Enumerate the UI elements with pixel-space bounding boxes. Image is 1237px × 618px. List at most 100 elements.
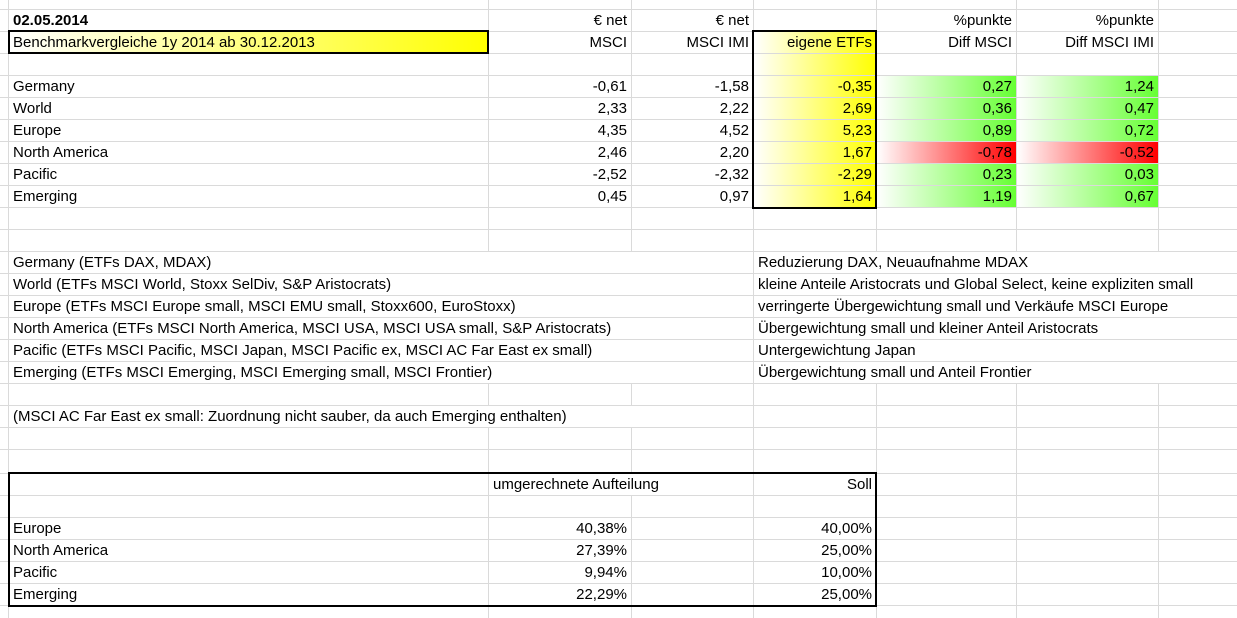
gridline [0,339,1237,340]
region-label[interactable]: North America [13,144,109,161]
diff-msci-value[interactable]: 1,19 [877,186,1016,207]
allocation-region[interactable]: Europe [13,520,62,537]
gridline [0,583,1237,584]
diff-msci-value[interactable]: 0,36 [877,98,1016,119]
gridline [0,207,1237,208]
allocation-target[interactable]: 10,00% [821,564,872,581]
etf-value[interactable]: 5,23 [754,120,876,141]
description-label[interactable]: Europe (ETFs MSCI Europe small, MSCI EMU… [9,296,752,317]
msci-imi-value[interactable]: -2,32 [714,166,749,183]
gridline [0,405,1237,406]
description-label[interactable]: Pacific (ETFs MSCI Pacific, MSCI Japan, … [9,340,752,361]
msci-value[interactable]: 2,33 [597,100,627,117]
msci-value[interactable]: -0,61 [592,78,627,95]
allocation-target[interactable]: 25,00% [821,542,872,559]
gridline [0,141,1237,142]
header-umgerechnete-aufteilung[interactable]: umgerechnete Aufteilung [489,474,749,495]
gridline [0,517,1237,518]
diff-msci-imi-value[interactable]: 0,03 [1017,164,1158,185]
msci-value[interactable]: 4,35 [597,122,627,139]
allocation-actual[interactable]: 40,38% [576,520,627,537]
header-diff-msci[interactable]: Diff MSCI [948,34,1012,51]
gridline [0,163,1237,164]
etf-value[interactable]: 1,64 [754,186,876,207]
header-eigene-etfs[interactable]: eigene ETFs [754,32,876,53]
region-label[interactable]: World [13,100,52,117]
description-comment[interactable]: Untergewichtung Japan [754,340,1237,361]
etf-value[interactable]: -0,35 [754,76,876,97]
description-label[interactable]: Emerging (ETFs MSCI Emerging, MSCI Emerg… [9,362,752,383]
allocation-actual[interactable]: 27,39% [576,542,627,559]
allocation-region[interactable]: Emerging [13,586,78,603]
header-soll[interactable]: Soll [846,476,872,493]
date-cell[interactable]: 02.05.2014 [13,12,89,29]
gridline [0,185,1237,186]
description-label[interactable]: World (ETFs MSCI World, Stoxx SelDiv, S&… [9,274,752,295]
region-label[interactable]: Europe [13,122,62,139]
gridline [753,0,754,618]
msci-imi-value[interactable]: 2,22 [719,100,749,117]
etf-value[interactable]: -2,29 [754,164,876,185]
allocation-region[interactable]: Pacific [13,564,58,581]
description-label[interactable]: Germany (ETFs DAX, MDAX) [9,252,752,273]
note-text[interactable]: (MSCI AC Far East ex small: Zuordnung ni… [9,406,709,427]
header-diff-msci-imi[interactable]: Diff MSCI IMI [1065,34,1154,51]
allocation-target[interactable]: 40,00% [821,520,872,537]
header-msci[interactable]: MSCI [589,34,628,51]
gridline [0,97,1237,98]
description-comment[interactable]: Übergewichtung small und kleiner Anteil … [754,318,1237,339]
diff-msci-value[interactable]: -0,78 [877,142,1016,163]
diff-msci-imi-value[interactable]: 0,67 [1017,186,1158,207]
msci-imi-value[interactable]: 4,52 [719,122,749,139]
diff-msci-value[interactable]: 0,23 [877,164,1016,185]
allocation-actual[interactable]: 9,94% [584,564,627,581]
msci-value[interactable]: 0,45 [597,188,627,205]
msci-value[interactable]: 2,46 [597,144,627,161]
header-msci-imi[interactable]: MSCI IMI [686,34,750,51]
description-comment[interactable]: verringerte Übergewichtung small und Ver… [754,296,1237,317]
allocation-target[interactable]: 25,00% [821,586,872,603]
gridline [0,295,1237,296]
msci-value[interactable]: -2,52 [592,166,627,183]
description-comment[interactable]: Reduzierung DAX, Neuaufnahme MDAX [754,252,1237,273]
header-imi-top[interactable]: € net [715,12,749,29]
diff-msci-imi-value[interactable]: 0,47 [1017,98,1158,119]
allocation-actual[interactable]: 22,29% [576,586,627,603]
region-label[interactable]: Pacific [13,166,58,183]
msci-imi-value[interactable]: 2,20 [719,144,749,161]
gridline [0,449,1237,450]
header-diff-imi-top[interactable]: %punkte [1095,12,1154,29]
region-label[interactable]: Emerging [13,188,78,205]
gridline [0,361,1237,362]
gridline [0,495,1237,496]
gridline [0,561,1237,562]
diff-msci-imi-value[interactable]: 0,72 [1017,120,1158,141]
gridline [0,273,1237,274]
etf-blank-cell[interactable] [754,54,876,75]
diff-msci-imi-value[interactable]: 1,24 [1017,76,1158,97]
msci-imi-value[interactable]: -1,58 [714,78,749,95]
description-comment[interactable]: Übergewichtung small und Anteil Frontier [754,362,1237,383]
etf-value[interactable]: 2,69 [754,98,876,119]
allocation-region[interactable]: North America [13,542,109,559]
title-cell[interactable]: Benchmarkvergleiche 1y 2014 ab 30.12.201… [9,32,488,53]
etf-value[interactable]: 1,67 [754,142,876,163]
header-msci-top[interactable]: € net [593,12,627,29]
gridline [0,229,1237,230]
diff-msci-value[interactable]: 0,27 [877,76,1016,97]
msci-imi-value[interactable]: 0,97 [719,188,749,205]
gridline [8,0,9,618]
gridline [0,605,1237,606]
gridline [0,427,1237,428]
gridline [0,251,1237,252]
gridline [0,119,1237,120]
diff-msci-value[interactable]: 0,89 [877,120,1016,141]
gridline [0,9,1237,10]
gridline [0,53,1237,54]
description-comment[interactable]: kleine Anteile Aristocrats und Global Se… [754,274,1237,295]
description-label[interactable]: North America (ETFs MSCI North America, … [9,318,752,339]
header-diff-msci-top[interactable]: %punkte [953,12,1012,29]
diff-msci-imi-value[interactable]: -0,52 [1017,142,1158,163]
region-label[interactable]: Germany [13,78,75,95]
